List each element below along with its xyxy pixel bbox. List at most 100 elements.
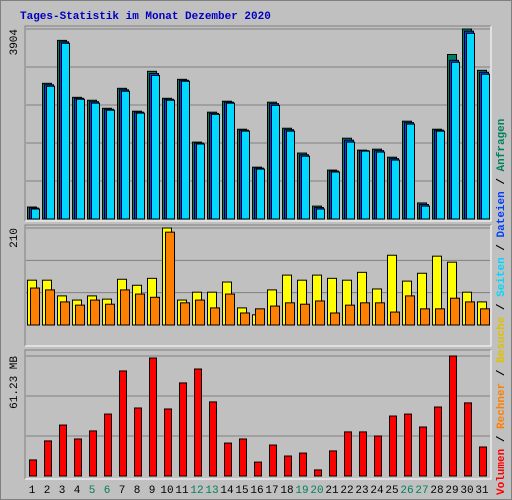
bar (134, 407, 142, 477)
x-tick-label: 25 (385, 485, 398, 497)
bar (269, 444, 277, 477)
bar (44, 440, 52, 477)
bar (165, 231, 175, 326)
legend-entry: Seiten (496, 257, 508, 297)
bar (166, 99, 175, 220)
bar (361, 150, 370, 220)
legend-entry: Anfragen (496, 119, 508, 172)
bar (374, 435, 382, 477)
x-tick-label: 30 (460, 485, 473, 497)
x-tick-label: 26 (400, 485, 413, 497)
panel-bevel (25, 26, 492, 222)
bar (376, 151, 385, 220)
bar (180, 302, 190, 326)
x-tick-label: 22 (340, 485, 353, 497)
x-tick-label: 15 (235, 485, 248, 497)
bar (241, 130, 250, 220)
legend-entry: Besuche (496, 316, 508, 363)
bar (256, 168, 265, 220)
x-tick-label: 29 (445, 485, 458, 497)
bar (120, 289, 130, 326)
bar (90, 299, 100, 326)
x-tick-label: 3 (59, 485, 66, 497)
bar (30, 287, 40, 326)
x-tick-label: 19 (295, 485, 308, 497)
x-tick-label: 14 (220, 485, 234, 497)
bar (74, 438, 82, 477)
bar (421, 205, 430, 220)
bar (359, 431, 367, 477)
bar (239, 438, 247, 477)
bar (270, 305, 280, 326)
x-tick-label: 7 (119, 485, 126, 497)
legend-separator: / (496, 237, 508, 257)
bar (315, 300, 325, 326)
x-tick-label: 27 (415, 485, 428, 497)
bar (164, 408, 172, 477)
bar (89, 430, 97, 477)
bar (271, 104, 280, 220)
bar (391, 159, 400, 220)
bar (75, 304, 85, 326)
bar (105, 303, 115, 326)
panel-bevel (24, 25, 491, 221)
bar (119, 370, 127, 477)
x-tick-label: 13 (205, 485, 218, 497)
panel (25, 225, 491, 346)
x-tick-label: 31 (475, 485, 489, 497)
bar (300, 303, 310, 326)
x-tick-label: 24 (370, 485, 384, 497)
bar (299, 452, 307, 477)
bar (345, 304, 355, 326)
bar (286, 130, 295, 220)
bar (225, 293, 235, 326)
y-tick-label: 210 (9, 228, 21, 248)
x-tick-label: 2 (44, 485, 51, 497)
bar (466, 32, 475, 220)
bar (104, 413, 112, 477)
bar (210, 307, 220, 326)
x-tick-label: 1 (29, 485, 36, 497)
bar (209, 401, 217, 477)
bar (480, 308, 490, 326)
legend-entry: Dateien (496, 191, 508, 237)
bar (405, 295, 415, 326)
panel-bevel (25, 225, 492, 347)
panel (25, 350, 491, 479)
bar (449, 355, 457, 477)
legend-separator: / (496, 297, 508, 317)
legend-entry: Rechner (496, 383, 508, 429)
x-tick-label: 8 (134, 485, 141, 497)
bar (481, 73, 490, 220)
x-tick-label: 23 (355, 485, 368, 497)
bar (195, 299, 205, 326)
bar (179, 382, 187, 477)
bar (420, 308, 430, 326)
legend-separator: / (496, 363, 508, 383)
legend-entry: Volumen (496, 449, 508, 495)
legend-separator: / (496, 171, 508, 191)
legend-separator: / (496, 429, 508, 449)
bar (240, 312, 250, 326)
x-tick-label: 20 (310, 485, 323, 497)
bar (61, 42, 70, 220)
panel-bevel (24, 349, 491, 479)
bar (135, 293, 145, 326)
bar (436, 130, 445, 220)
bar (226, 102, 235, 220)
bar (316, 208, 325, 220)
y-tick-label: 61.23 MB (9, 356, 21, 409)
bar (91, 102, 100, 220)
bar (375, 302, 385, 326)
bar (464, 402, 472, 477)
legend: Volumen / Rechner / Besuche / Seiten / D… (496, 119, 508, 495)
bar (404, 413, 412, 477)
bar (450, 297, 460, 326)
bar (149, 357, 157, 477)
x-tick-label: 21 (325, 485, 339, 497)
bar (181, 80, 190, 220)
bar (331, 171, 340, 220)
bar (196, 143, 205, 220)
bar (451, 61, 460, 220)
